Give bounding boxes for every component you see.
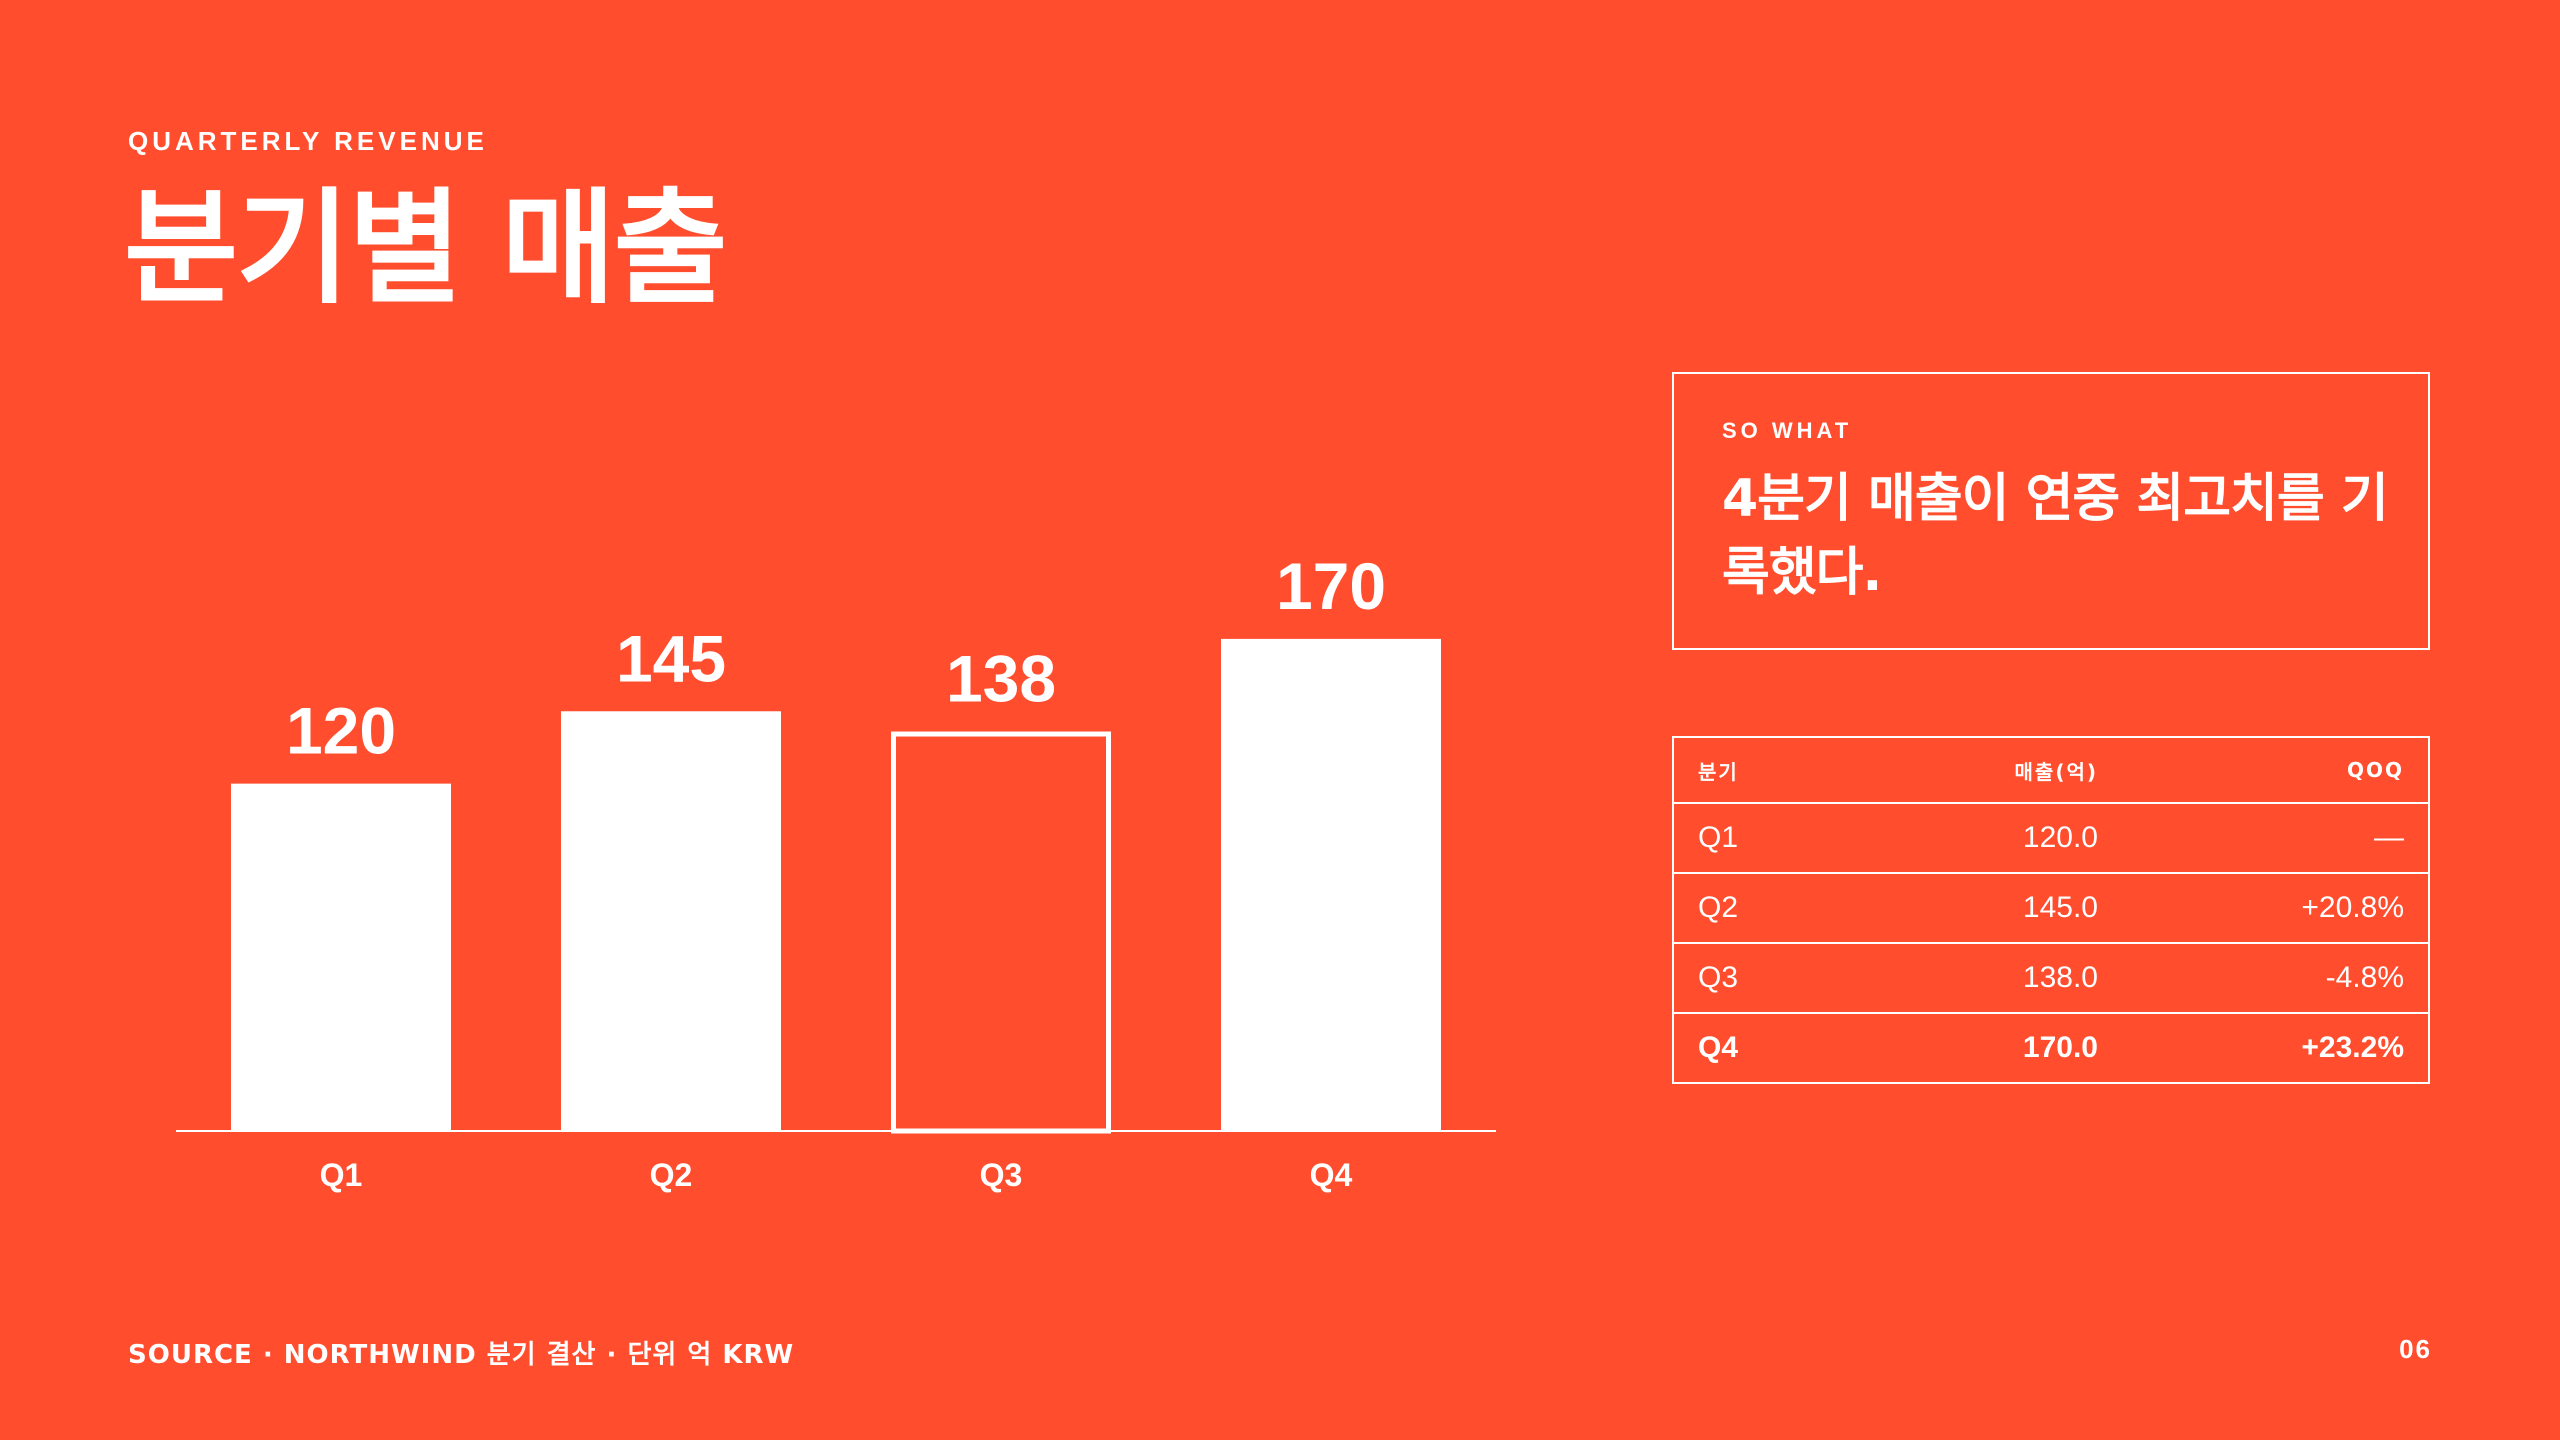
eyebrow-label: QUARTERLY REVENUE	[128, 126, 488, 156]
table-cell-qoq: +20.8%	[2301, 891, 2404, 924]
bar-q1	[231, 783, 451, 1131]
bar-q4	[1221, 638, 1441, 1131]
table-cell-quarter: Q4	[1698, 1031, 1739, 1064]
table-cell-revenue: 138.0	[2022, 961, 2098, 994]
table-cell-qoq: -4.8%	[2325, 961, 2404, 994]
table-header-qoq: QOQ	[2346, 758, 2404, 782]
bar-q2	[561, 711, 781, 1131]
page-number: 06	[2399, 1334, 2432, 1364]
x-tick-label-q2: Q2	[650, 1157, 693, 1193]
table-row-highlight: Q4 170.0 +23.2%	[1674, 1012, 2428, 1082]
revenue-table: 분기 매출(억) QOQ Q1 120.0 — Q2 145.0 +20.8% …	[1672, 736, 2430, 1084]
so-what-text: 4분기 매출이 연중 최고치를 기록했다.	[1722, 469, 2389, 603]
data-label-q2: 145	[616, 621, 726, 695]
table-cell-quarter: Q3	[1698, 961, 1739, 994]
x-tick-label-q3: Q3	[980, 1157, 1023, 1193]
table-cell-revenue: 170.0	[2022, 1031, 2098, 1064]
table-cell-revenue: 145.0	[2022, 891, 2098, 924]
table-row: Q2 145.0 +20.8%	[1674, 872, 2428, 942]
data-label-q3: 138	[946, 642, 1056, 716]
table-cell-revenue: 120.0	[2022, 821, 2098, 854]
x-tick-label-q1: Q1	[320, 1157, 363, 1193]
table-header-quarter: 분기	[1698, 759, 1739, 784]
table-cell-qoq: —	[2374, 821, 2404, 854]
data-label-q1: 120	[286, 694, 396, 768]
table-cell-qoq: +23.2%	[2301, 1031, 2404, 1064]
bar-q3	[891, 731, 1111, 1134]
page-title: 분기별 매출	[124, 177, 728, 321]
table-row: Q1 120.0 —	[1674, 802, 2428, 872]
so-what-eyebrow: SO WHAT	[1722, 418, 1853, 443]
table-row: Q3 138.0 -4.8%	[1674, 942, 2428, 1012]
data-label-q4: 170	[1276, 549, 1386, 623]
x-tick-label-q4: Q4	[1310, 1157, 1353, 1193]
bar-chart: 120 Q1 145 Q2 138 Q3 170 Q4	[176, 549, 1496, 1193]
table-header-row: 분기 매출(억) QOQ	[1674, 738, 2428, 802]
so-what-card: SO WHAT 4분기 매출이 연중 최고치를 기록했다.	[1672, 372, 2430, 650]
source-note: SOURCE · NORTHWIND 분기 결산 · 단위 억 KRW	[128, 1340, 795, 1370]
table-cell-quarter: Q1	[1698, 821, 1739, 854]
table-cell-quarter: Q2	[1698, 891, 1739, 924]
table-header-revenue: 매출(억)	[2014, 759, 2098, 784]
